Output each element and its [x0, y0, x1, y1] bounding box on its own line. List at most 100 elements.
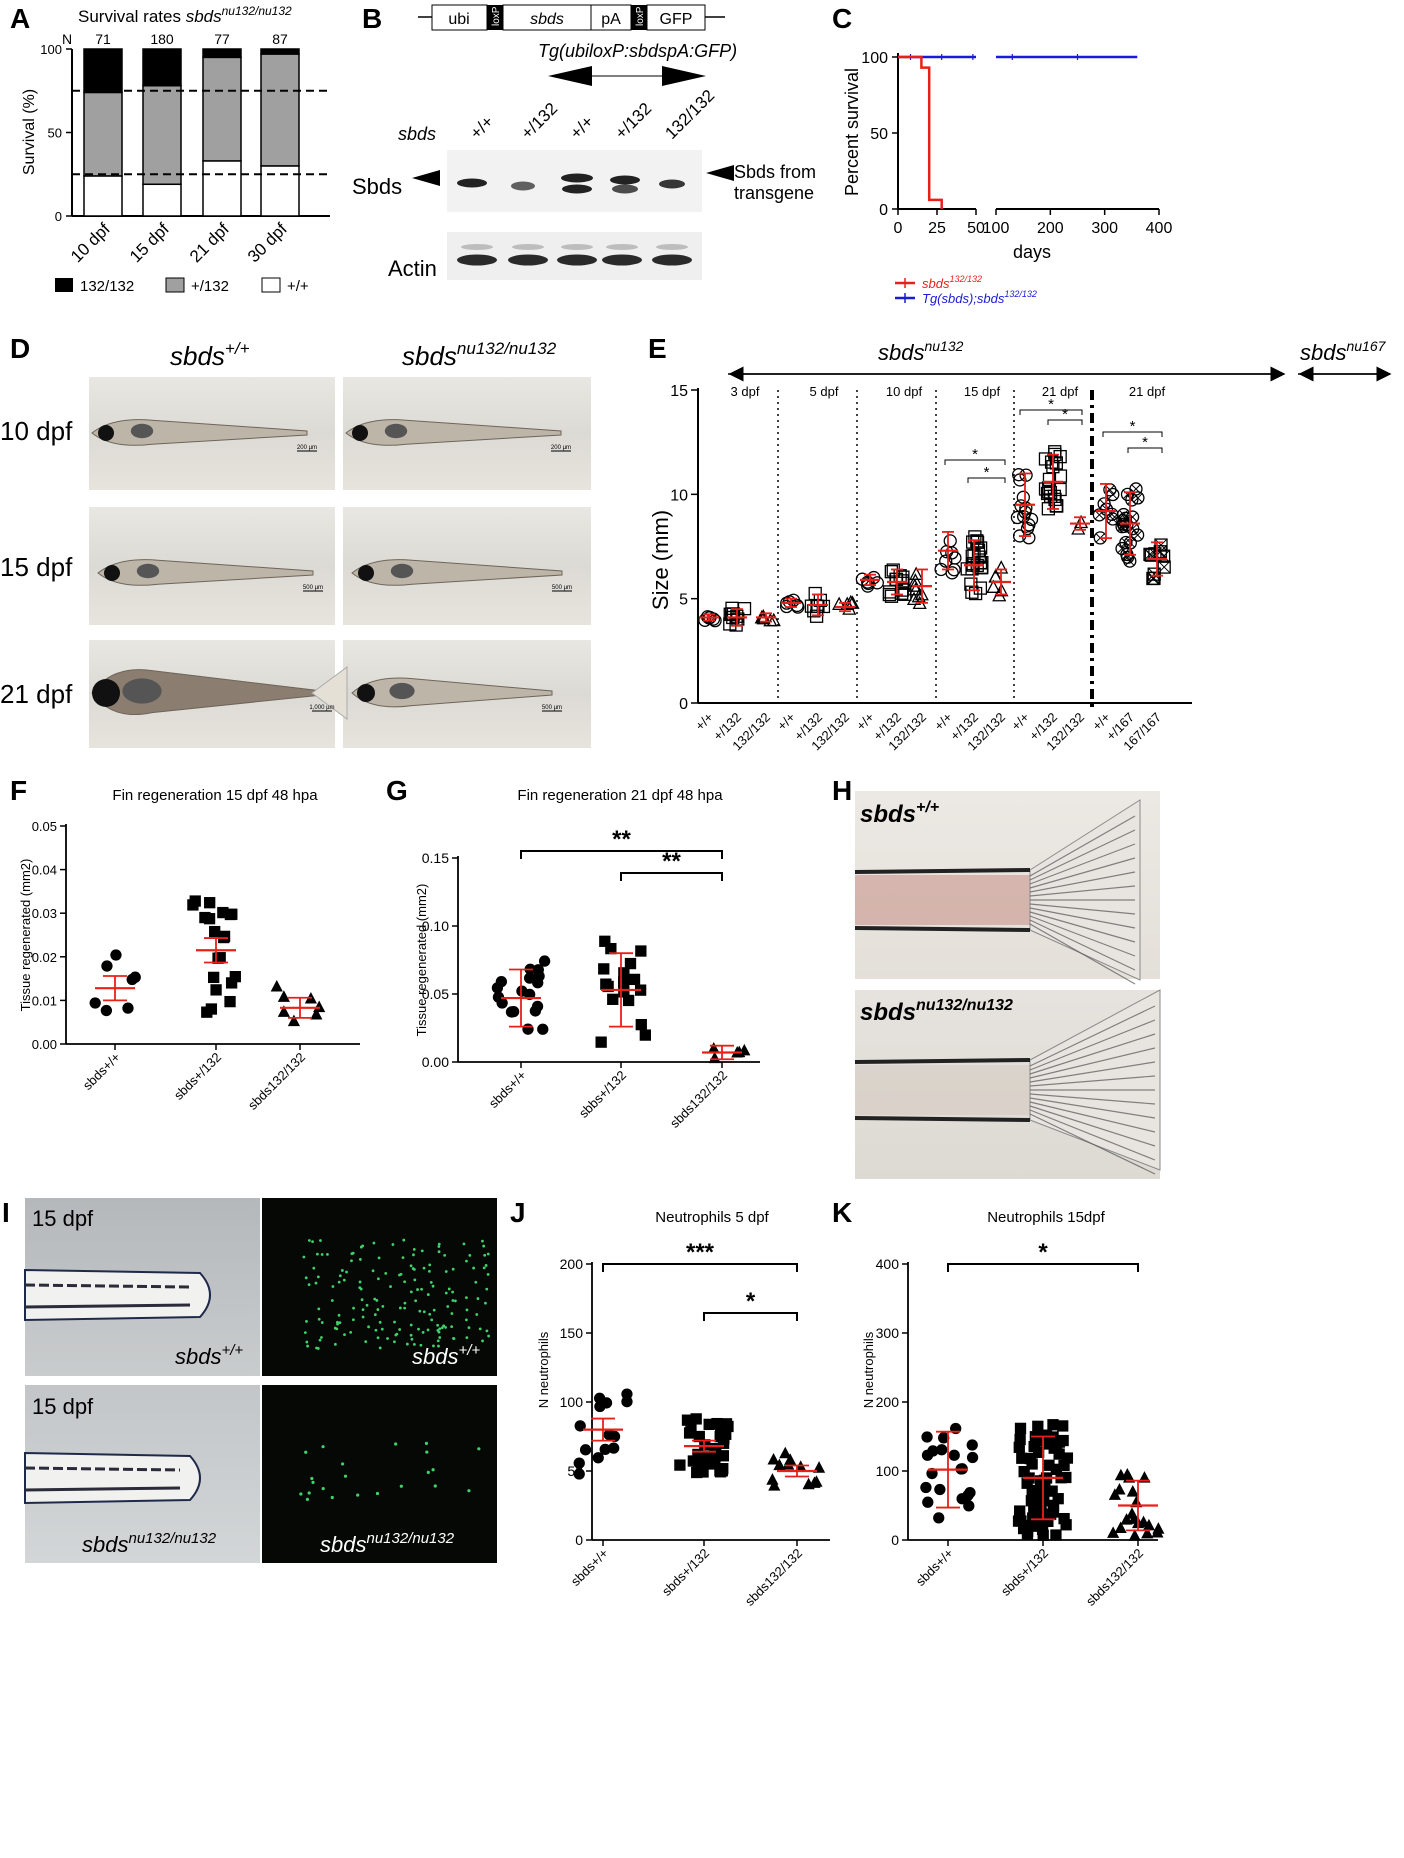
actin-band	[457, 254, 497, 266]
data-point	[495, 975, 508, 988]
fin-ray	[1029, 919, 1136, 971]
neutrophil-dot	[340, 1269, 344, 1272]
data-point	[1043, 485, 1058, 500]
group-label: 15 dpf	[964, 384, 1001, 399]
data-point	[229, 971, 241, 983]
neutrophil-dot	[315, 1346, 318, 1350]
neutrophil-dot	[437, 1250, 441, 1254]
panel-letter-h: H	[832, 775, 852, 806]
tick-label-y: 0	[879, 202, 888, 219]
x-label: sbds+/+	[80, 1050, 123, 1093]
neutrophil-dot	[373, 1313, 377, 1317]
sig-star: *	[1142, 434, 1148, 451]
neutrophil-dot	[305, 1340, 309, 1344]
bar-132/132	[202, 48, 242, 59]
panel-letter-f: F	[10, 775, 27, 806]
neutrophil-dot	[398, 1328, 402, 1331]
neutrophil-dot	[372, 1241, 376, 1245]
sig-bracket	[1019, 409, 1083, 415]
neutrophil-dot	[446, 1305, 450, 1308]
data-point	[592, 1452, 604, 1464]
sig-star: *	[972, 446, 978, 463]
neutrophil-dot	[465, 1336, 469, 1340]
data-point-cross	[1108, 489, 1118, 500]
sbds-band	[457, 178, 487, 188]
data-point	[1141, 1526, 1154, 1539]
panel-h-bottom-label: sbdsnu132/nu132	[860, 997, 1013, 1026]
data-point	[1050, 1463, 1062, 1476]
fin-ray	[1029, 829, 1136, 881]
data-point	[773, 1458, 786, 1471]
neutrophil-dot	[378, 1320, 382, 1324]
neutrophil-dot	[351, 1318, 355, 1322]
data-point	[1114, 1468, 1127, 1481]
neutrophil-dot	[426, 1328, 430, 1332]
neutrophil-dot	[426, 1293, 430, 1296]
category-label: 15 dpf	[126, 219, 173, 266]
data-point	[205, 1003, 218, 1015]
data-point	[287, 1014, 300, 1027]
neutrophil-dot	[371, 1269, 375, 1273]
data-point	[210, 984, 222, 996]
fish-body	[351, 559, 563, 586]
neutrophil-dot	[450, 1325, 454, 1328]
neutrophil-dot	[420, 1287, 423, 1291]
neutrophil-dot	[438, 1336, 442, 1339]
data-point	[537, 1023, 549, 1035]
construct-loxp-2: loxP	[635, 6, 646, 26]
neutrophil-dot	[464, 1296, 468, 1300]
data-point	[703, 1418, 715, 1431]
data-point	[522, 1023, 534, 1035]
neutrophil-dot	[358, 1280, 362, 1284]
data-point	[922, 1496, 934, 1508]
panel-g-ylabel: Tissue regenerated (mm2)	[414, 884, 429, 1037]
panel-d-col2: sbdsnu132/nu132	[402, 339, 557, 371]
neutrophil-dot	[358, 1258, 362, 1261]
data-point	[1047, 489, 1062, 504]
data-point	[939, 554, 953, 568]
panel-letter-a: A	[10, 3, 30, 34]
group-label: 10 dpf	[886, 384, 923, 399]
group-label: 21 dpf	[1042, 384, 1079, 399]
data-point	[505, 1006, 518, 1018]
n-value: 71	[95, 31, 111, 47]
tick-label-y: 0.02	[32, 950, 57, 965]
neutrophil-dot	[420, 1249, 424, 1253]
neutrophil-dot	[316, 1275, 320, 1279]
blot-bands	[457, 173, 692, 266]
fish-eye	[358, 565, 374, 581]
x-label: sbds+/132	[998, 1546, 1051, 1599]
sig-g-2-bracket	[620, 872, 723, 881]
faint-band	[606, 244, 638, 250]
data-point	[622, 994, 635, 1007]
data-point	[1016, 1452, 1028, 1464]
data-point	[1131, 491, 1145, 505]
data-point	[720, 1418, 733, 1430]
neutrophil-dot	[468, 1253, 472, 1257]
neutrophil-dot	[467, 1489, 471, 1493]
tick-label-x: 25	[928, 220, 946, 237]
neutrophil-dot	[442, 1324, 446, 1328]
tick-label-y: 0.00	[32, 1037, 57, 1052]
neutrophil-dot	[358, 1286, 362, 1290]
data-point	[1058, 1512, 1070, 1525]
swim-bladder	[122, 678, 162, 704]
scale-bar-label: 200 µm	[297, 445, 317, 451]
data-point	[970, 535, 985, 549]
fin-ray	[1029, 1093, 1156, 1105]
tick-label-y: 0.05	[32, 819, 57, 834]
caudal-fin	[1029, 989, 1161, 1171]
data-point	[921, 1449, 934, 1461]
neutrophil-dot	[384, 1271, 388, 1275]
panel-e-header-right: sbdsnu167	[1300, 338, 1387, 365]
neutrophil-dot	[432, 1344, 435, 1348]
construct-pa: pA	[601, 11, 621, 28]
data-point	[920, 1481, 932, 1494]
neutrophil-dot	[444, 1270, 448, 1273]
neutrophil-dot	[421, 1330, 425, 1334]
neutrophil-dot	[422, 1310, 426, 1314]
sig-star: *	[984, 464, 990, 481]
sig-g-2-label: **	[662, 848, 681, 875]
neutrophil-dot	[364, 1340, 368, 1343]
sig-g-1-bracket	[520, 850, 723, 859]
